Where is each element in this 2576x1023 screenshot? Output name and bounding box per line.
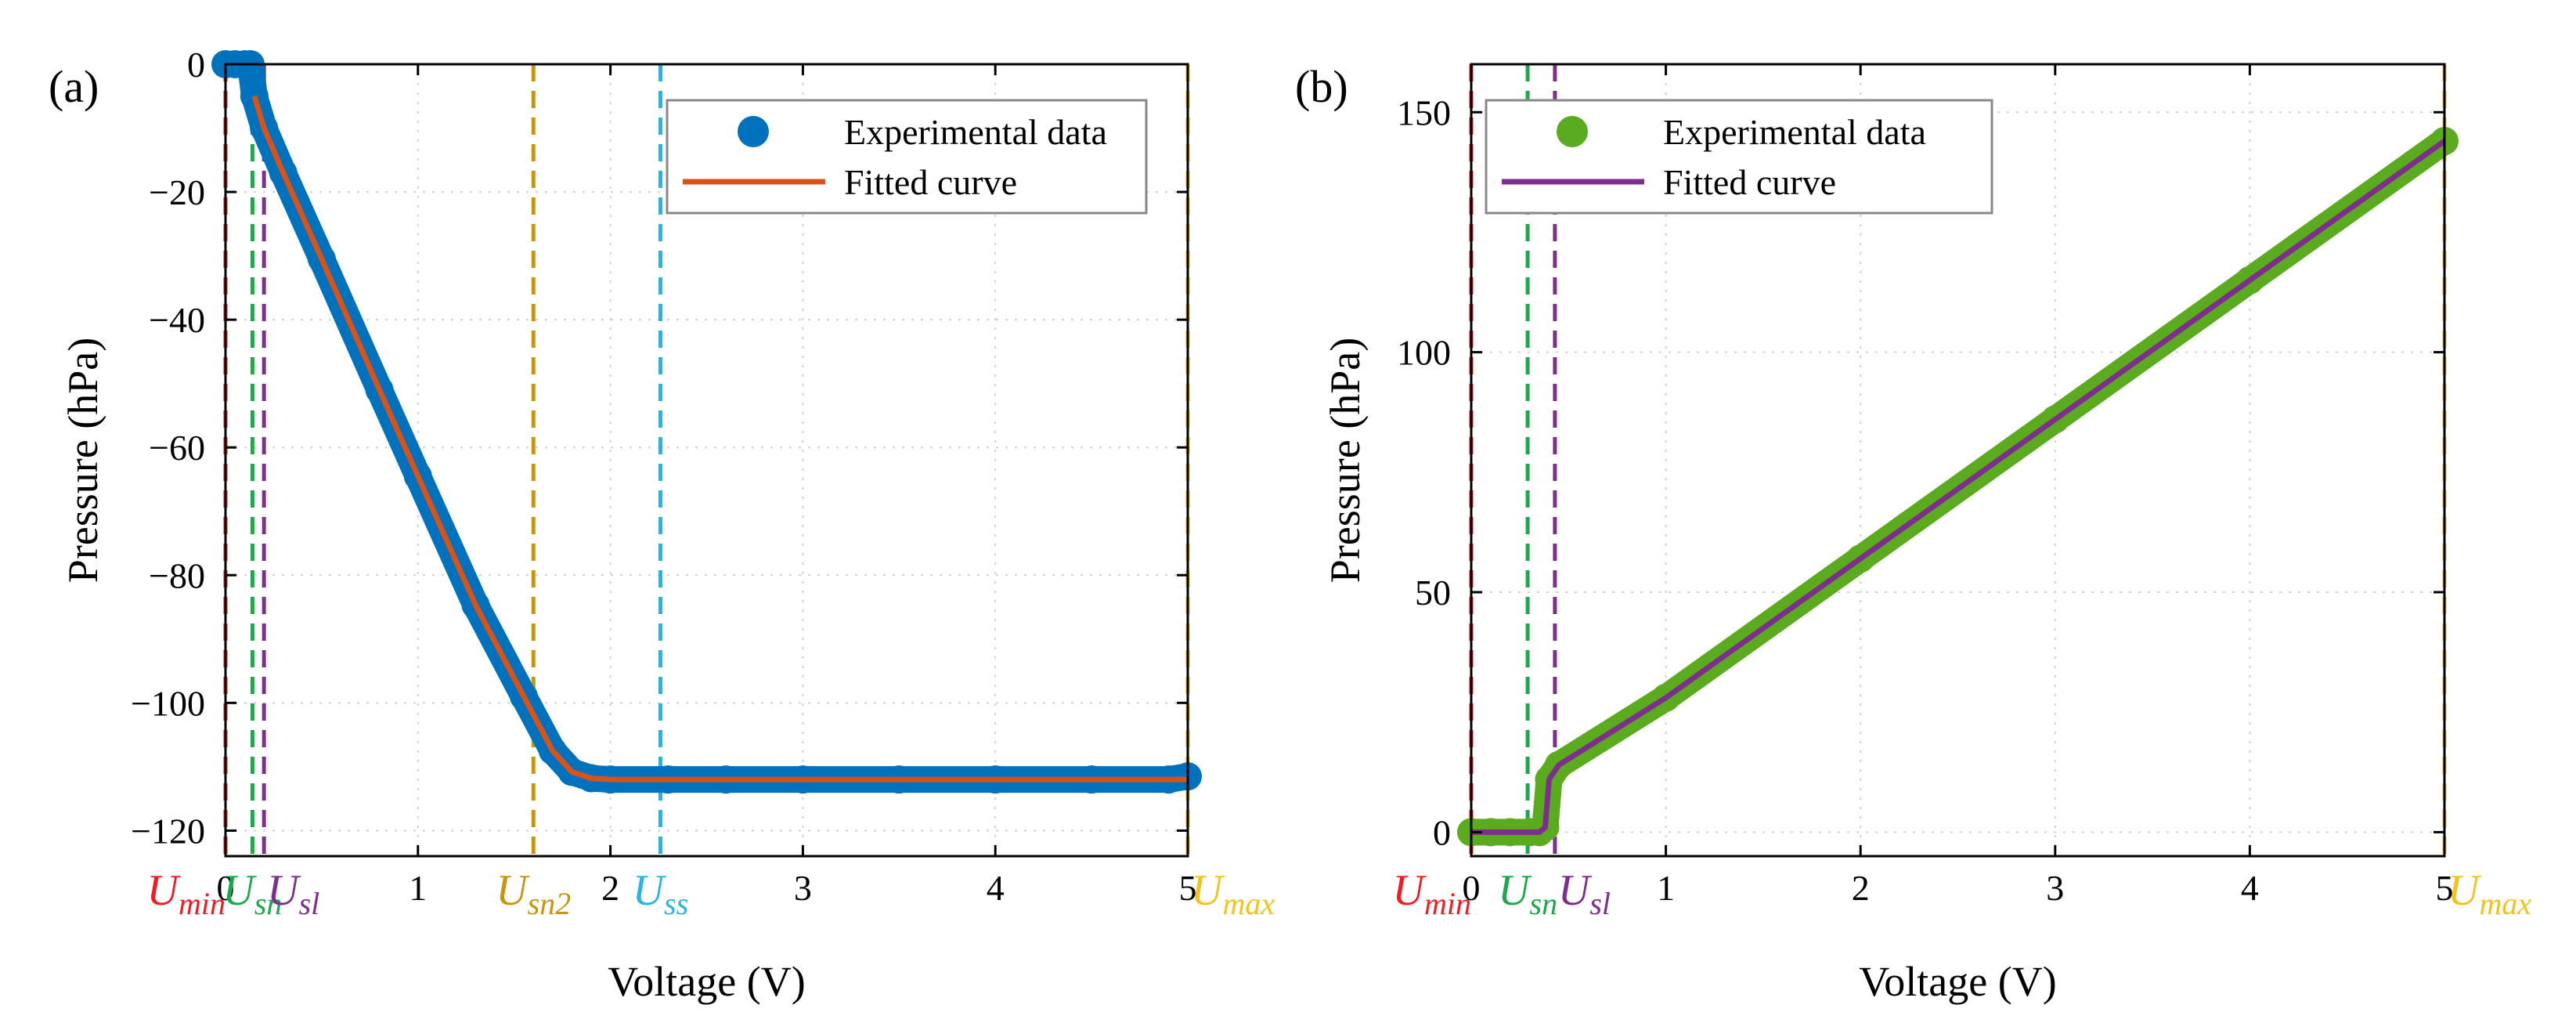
y-tick-label: 100 bbox=[1397, 333, 1451, 373]
legend-entry-label: Fitted curve bbox=[1663, 162, 1836, 202]
x-tick-label: 3 bbox=[2046, 868, 2064, 908]
y-tick-label: 0 bbox=[1433, 812, 1451, 852]
y-tick-label: −20 bbox=[149, 172, 205, 212]
x-axis-label: Voltage (V) bbox=[1859, 958, 2056, 1005]
legend-entry-label: Experimental data bbox=[844, 112, 1107, 152]
marker-label-sl: Usl bbox=[267, 866, 319, 921]
legend-marker-icon bbox=[1557, 116, 1588, 147]
x-axis-label: Voltage (V) bbox=[608, 958, 805, 1005]
axes-box bbox=[224, 63, 1189, 858]
marker-label-max: Umax bbox=[1191, 866, 1275, 921]
marker-label-min: Umin bbox=[1393, 866, 1471, 921]
marker-label-min: Umin bbox=[147, 866, 225, 921]
marker-label-sl: Usl bbox=[1558, 866, 1611, 921]
x-tick-label: 5 bbox=[2436, 868, 2454, 908]
marker-label-max: Umax bbox=[2448, 866, 2531, 921]
y-tick-label: 50 bbox=[1415, 573, 1451, 613]
axes-box bbox=[1470, 63, 2446, 858]
x-tick-label: 1 bbox=[409, 868, 427, 908]
legend: Experimental data Fitted curve bbox=[666, 99, 1148, 215]
y-tick-label: −120 bbox=[131, 811, 205, 851]
y-axis-label: Pressure (hPa) bbox=[60, 338, 106, 583]
x-tick-label: 5 bbox=[1179, 868, 1197, 908]
y-tick-label: −60 bbox=[149, 428, 205, 468]
x-tick-label: 2 bbox=[601, 868, 619, 908]
legend-marker-icon bbox=[738, 116, 769, 147]
legend-entry-label: Fitted curve bbox=[844, 162, 1017, 202]
marker-label-ss: Uss bbox=[633, 866, 689, 921]
marker-label-sn: Usn bbox=[222, 866, 282, 921]
marker-label-sn: Usn bbox=[1498, 866, 1557, 921]
y-tick-label: −40 bbox=[149, 300, 205, 340]
x-tick-label: 0 bbox=[1463, 868, 1481, 908]
fitted-curve-series bbox=[251, 95, 1188, 783]
marker-label-sn2: Usn2 bbox=[496, 866, 571, 921]
x-tick-label: 4 bbox=[2241, 868, 2259, 908]
legend: Experimental data Fitted curve bbox=[1485, 99, 1993, 215]
panel-label: (a) bbox=[49, 61, 99, 112]
fitted-curve-series bbox=[1471, 139, 2447, 835]
x-tick-label: 3 bbox=[794, 868, 812, 908]
x-tick-label: 1 bbox=[1657, 868, 1675, 908]
panel-label: (b) bbox=[1295, 61, 1348, 112]
y-axis-label: Pressure (hPa) bbox=[1322, 338, 1369, 583]
y-tick-label: −80 bbox=[149, 555, 205, 595]
y-tick-label: −100 bbox=[131, 683, 205, 723]
x-tick-label: 4 bbox=[987, 868, 1005, 908]
y-tick-label: 0 bbox=[187, 45, 205, 85]
x-tick-label: 0 bbox=[217, 868, 235, 908]
x-tick-label: 2 bbox=[1852, 868, 1870, 908]
y-tick-label: 150 bbox=[1397, 92, 1451, 132]
legend-entry-label: Experimental data bbox=[1663, 112, 1926, 152]
